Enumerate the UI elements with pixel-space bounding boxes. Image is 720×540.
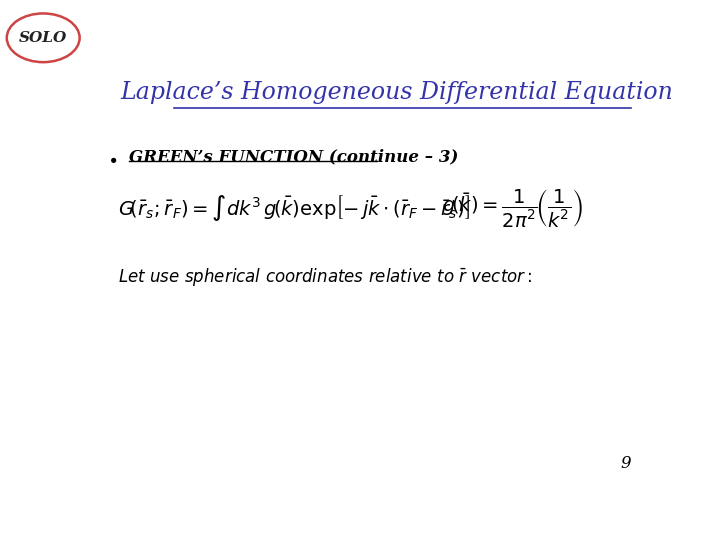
- Text: $\it{Let\ use\ spherical\ coordinates\ relative\ to\ }\bar{r}\it{\ vector:}$: $\it{Let\ use\ spherical\ coordinates\ r…: [118, 266, 533, 289]
- Text: $g\!\left(\bar{k}\right)=\dfrac{1}{2\pi^{2}}\!\left(\dfrac{1}{k^{2}}\right)$: $g\!\left(\bar{k}\right)=\dfrac{1}{2\pi^…: [441, 187, 582, 230]
- Text: GREEN’s FUNCTION (continue – 3): GREEN’s FUNCTION (continue – 3): [129, 148, 459, 165]
- Text: Laplace’s Homogeneous Differential Equation: Laplace’s Homogeneous Differential Equat…: [120, 82, 673, 104]
- Text: $\bullet$: $\bullet$: [107, 150, 117, 168]
- Text: SOLO: SOLO: [19, 31, 68, 45]
- Text: $G\!\left(\bar{r}_{s};\bar{r}_{F}\right)=\int dk^{3}\,g\!\left(\bar{k}\right)\ex: $G\!\left(\bar{r}_{s};\bar{r}_{F}\right)…: [118, 193, 470, 223]
- Text: 9: 9: [621, 455, 631, 472]
